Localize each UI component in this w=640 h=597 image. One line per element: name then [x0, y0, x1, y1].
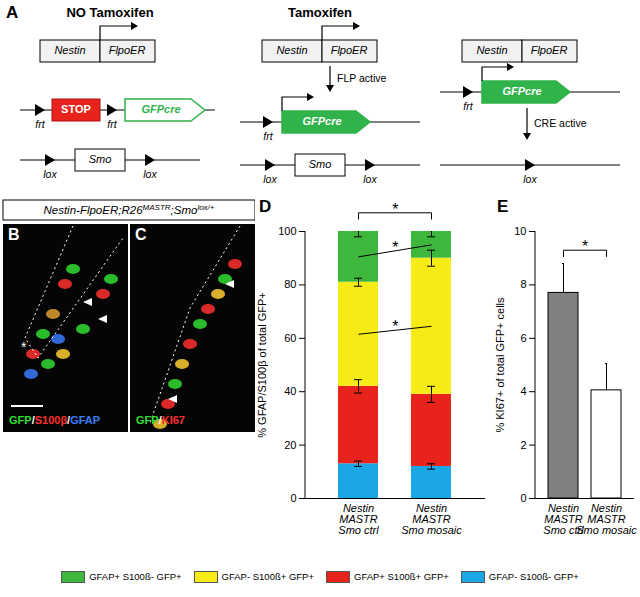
svg-text:lox: lox [263, 173, 277, 185]
svg-text:100: 100 [278, 225, 296, 237]
html-text:D: D [259, 197, 272, 216]
svg-text:CRE active: CRE active [534, 117, 587, 129]
svg-text:*: * [392, 201, 398, 218]
svg-text:GFP/S100β/GFAP: GFP/S100β/GFAP [9, 414, 100, 426]
html-text:Smo ctrl: Smo ctrl [543, 524, 584, 537]
svg-text:lox: lox [143, 168, 157, 180]
svg-text:GFPcre: GFPcre [302, 115, 341, 127]
svg-text:0: 0 [520, 492, 526, 504]
svg-text:*: * [21, 339, 27, 355]
svg-text:Smo: Smo [89, 153, 112, 165]
svg-text:frt: frt [463, 100, 473, 112]
svg-text:lox: lox [363, 173, 377, 185]
svg-text:*: * [392, 239, 398, 256]
svg-text:Nestin: Nestin [54, 44, 85, 56]
svg-text:0: 0 [290, 492, 296, 504]
svg-text:Nestin: Nestin [476, 44, 507, 56]
svg-text:4: 4 [520, 385, 526, 397]
svg-text:10: 10 [514, 225, 526, 237]
svg-text:GFPcre: GFPcre [502, 85, 541, 97]
svg-text:40: 40 [284, 385, 296, 397]
svg-text:A: A [6, 3, 18, 22]
svg-text:% KI67+ of total GFP+ cells: % KI67+ of total GFP+ cells [494, 297, 506, 433]
svg-text:frt: frt [263, 130, 273, 142]
svg-text:lox: lox [523, 173, 537, 185]
svg-text:NestinMASTRSmo ctrl: NestinMASTRSmo ctrl [338, 502, 379, 536]
svg-text:60: 60 [284, 332, 296, 344]
svg-text:2: 2 [520, 439, 526, 451]
html-text:GFAP+ S100ß- GFP+: GFAP+ S100ß- GFP+ [89, 570, 182, 582]
svg-text:NestinMASTRSmo mosaic: NestinMASTRSmo mosaic [401, 502, 462, 536]
svg-text:FlpoER: FlpoER [331, 44, 368, 56]
svg-text:STOP: STOP [61, 103, 91, 115]
svg-text:Smo: Smo [309, 158, 332, 170]
svg-text:GFPcre: GFPcre [141, 103, 180, 115]
svg-text:80: 80 [284, 278, 296, 290]
html-text:MASTR: MASTR [544, 513, 583, 526]
svg-text:NestinMASTRSmo mosaic: NestinMASTRSmo mosaic [576, 502, 637, 536]
svg-text:lox: lox [43, 168, 57, 180]
svg-text:6: 6 [520, 332, 526, 344]
svg-text:FlpoER: FlpoER [109, 44, 146, 56]
svg-text:*: * [392, 318, 398, 335]
svg-text:8: 8 [520, 278, 526, 290]
html-text:Nestin: Nestin [547, 502, 580, 515]
svg-text:% GFAP/S100β of total GFP+: % GFAP/S100β of total GFP+ [256, 292, 268, 437]
svg-text:GFP/KI67: GFP/KI67 [136, 414, 185, 426]
svg-text:FLP active: FLP active [337, 72, 387, 84]
svg-text:frt: frt [107, 118, 117, 130]
html-text:GFAP- S100ß- GFP+: GFAP- S100ß- GFP+ [488, 570, 579, 582]
svg-text:FlpoER: FlpoER [531, 44, 568, 56]
svg-text:*: * [582, 238, 588, 255]
svg-text:C: C [135, 226, 147, 243]
svg-text:frt: frt [35, 118, 45, 130]
svg-text:20: 20 [284, 439, 296, 451]
svg-text:Nestin: Nestin [276, 44, 307, 56]
svg-text:NO Tamoxifen: NO Tamoxifen [66, 5, 153, 20]
svg-text:Tamoxifen: Tamoxifen [288, 5, 352, 20]
html-text:E: E [497, 197, 509, 216]
html-text:GFAP+ S100ß+ GFP+: GFAP+ S100ß+ GFP+ [354, 570, 449, 582]
html-text:GFAP- S100ß+ GFP+: GFAP- S100ß+ GFP+ [221, 570, 314, 582]
svg-text:Nestin-FlpoER;R26MASTR;Smolox/: Nestin-FlpoER;R26MASTR;Smolox/+ [43, 203, 214, 217]
svg-text:B: B [8, 226, 20, 243]
